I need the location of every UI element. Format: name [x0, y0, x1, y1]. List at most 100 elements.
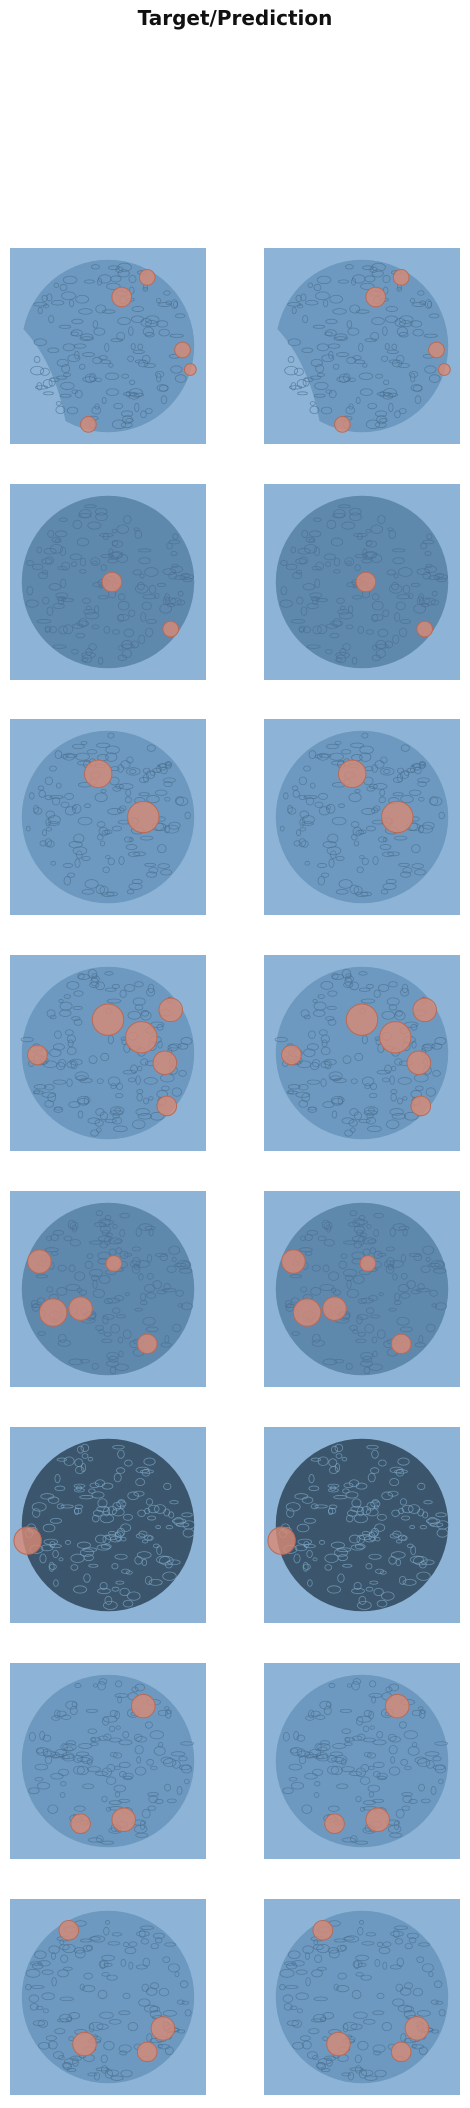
- tissue-texture: [134, 1766, 147, 1776]
- glomerulus-marker: [138, 269, 156, 286]
- tissue-texture: [306, 1043, 319, 1051]
- tissue-texture: [160, 869, 173, 876]
- tissue-texture: [37, 571, 49, 580]
- tissue-texture: [75, 1751, 90, 1757]
- tissue-texture: [366, 1444, 379, 1450]
- tissue-texture: [154, 592, 160, 600]
- tissue-texture: [343, 1268, 358, 1277]
- tissue-texture: [425, 563, 433, 568]
- tissue-texture: [98, 274, 112, 284]
- tissue-texture: [395, 601, 406, 611]
- tissue-texture: [337, 1972, 347, 1980]
- tissue-texture: [389, 1466, 404, 1474]
- tissue-texture: [338, 373, 349, 383]
- tissue-texture: [122, 1513, 133, 1521]
- tissue-texture: [56, 358, 69, 367]
- tissue-image: [10, 1899, 206, 2095]
- tissue-texture: [85, 648, 93, 656]
- tissue-texture: [287, 804, 293, 814]
- tissue-texture: [304, 1952, 310, 1960]
- tissue-texture: [332, 308, 347, 315]
- tissue-texture: [345, 406, 356, 415]
- tissue-texture: [108, 552, 123, 560]
- tissue-texture: [350, 1078, 358, 1084]
- tissue-texture: [296, 304, 304, 309]
- tissue-texture: [144, 627, 154, 638]
- tissue-texture: [81, 855, 91, 861]
- tissue-texture: [362, 552, 377, 560]
- tissue-texture: [93, 327, 106, 336]
- glomerulus-marker: [412, 997, 437, 1023]
- tissue-texture: [73, 1765, 85, 1775]
- tissue-texture: [81, 1453, 89, 1459]
- tissue-texture: [37, 1331, 46, 1336]
- tissue-texture: [295, 1091, 311, 1098]
- tissue-texture: [349, 1210, 358, 1217]
- tissue-texture: [337, 1573, 345, 1583]
- tissue-texture: [167, 1963, 180, 1973]
- tissue-texture: [144, 320, 159, 328]
- tissue-texture: [290, 382, 297, 391]
- tissue-texture: [364, 2075, 378, 2081]
- tissue-texture: [304, 544, 318, 554]
- tissue-texture: [391, 1509, 400, 1517]
- tissue-texture: [375, 1568, 385, 1574]
- tissue-texture: [332, 512, 346, 519]
- tissue-texture: [40, 1544, 54, 1552]
- tissue-texture: [88, 2023, 95, 2033]
- tissue-texture: [143, 1457, 156, 1466]
- tissue-image: [10, 484, 206, 680]
- tissue-texture: [131, 878, 143, 884]
- tissue-texture: [327, 833, 339, 844]
- tissue-texture: [321, 872, 330, 878]
- tissue-texture: [388, 359, 400, 364]
- tissue-texture: [368, 1765, 375, 1771]
- tissue-texture: [346, 1509, 358, 1517]
- tissue-texture: [308, 2028, 320, 2035]
- tissue-texture: [365, 1507, 379, 1517]
- tissue-texture: [171, 1518, 187, 1524]
- tissue-texture: [55, 592, 69, 599]
- tissue-texture: [340, 1253, 348, 1259]
- tissue-texture: [149, 1730, 165, 1740]
- tissue-texture: [69, 553, 82, 561]
- tissue-texture: [315, 598, 329, 603]
- tissue-texture: [156, 384, 169, 392]
- tissue-texture: [178, 1756, 188, 1762]
- tissue-texture: [438, 1778, 444, 1785]
- tissue-texture: [352, 1328, 359, 1335]
- tissue-texture: [63, 372, 71, 377]
- tissue-texture: [354, 1840, 369, 1845]
- tissue-texture: [169, 1500, 179, 1505]
- tissue-texture: [299, 827, 307, 832]
- tissue-texture: [316, 863, 328, 869]
- tissue-texture: [134, 402, 140, 413]
- tissue-texture: [365, 1116, 377, 1125]
- tissue-texture: [310, 596, 321, 602]
- tissue-texture: [436, 1528, 449, 1538]
- tissue-texture: [98, 1218, 111, 1228]
- tissue-texture: [345, 264, 354, 270]
- tissue-texture: [107, 732, 115, 739]
- tissue-texture: [391, 343, 398, 351]
- tissue-texture: [126, 889, 135, 895]
- tissue-image: [264, 248, 460, 444]
- glomerulus-marker: [127, 800, 160, 834]
- tissue-texture: [103, 625, 111, 634]
- tissue-texture: [111, 1932, 123, 1937]
- tissue-texture: [156, 297, 162, 304]
- tissue-texture: [96, 1835, 104, 1844]
- tissue-texture: [62, 752, 75, 761]
- tissue-texture: [290, 1781, 305, 1790]
- tissue-texture: [328, 389, 337, 399]
- tissue-texture: [136, 1551, 152, 1559]
- tissue-texture: [320, 1078, 327, 1087]
- tissue-texture: [78, 1743, 93, 1749]
- tissue-texture: [391, 1065, 397, 1072]
- tissue-texture: [108, 1725, 116, 1732]
- tissue-texture: [110, 1106, 125, 1115]
- tissue-texture: [58, 1059, 67, 1068]
- tissue-texture: [99, 1240, 109, 1249]
- tissue-texture: [127, 2022, 139, 2032]
- glomerulus-marker: [390, 2041, 412, 2063]
